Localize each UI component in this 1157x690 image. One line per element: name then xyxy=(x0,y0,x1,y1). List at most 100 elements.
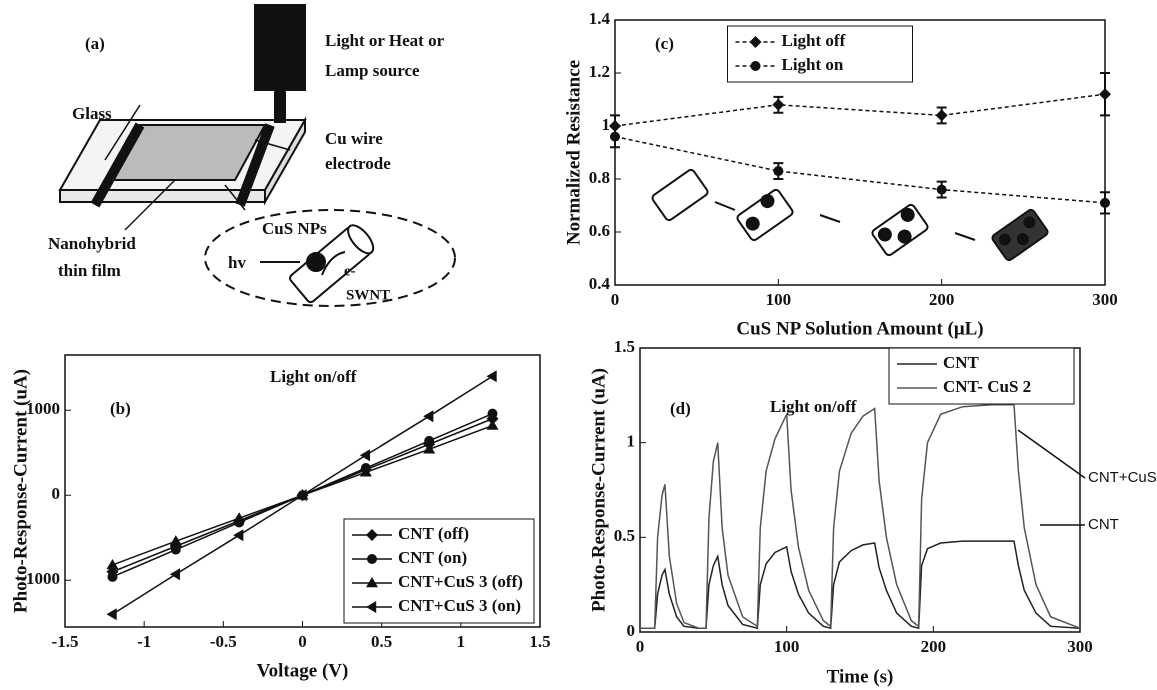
pointer xyxy=(124,179,176,231)
pointer xyxy=(104,104,141,161)
plot-frame xyxy=(639,347,1081,633)
x-tick-label: 1.5 xyxy=(529,632,550,651)
pointer xyxy=(254,139,291,151)
legend-label: Light on xyxy=(782,55,844,74)
marker xyxy=(486,370,497,383)
marker xyxy=(106,558,119,570)
diagram-text: SWNT xyxy=(346,287,390,303)
diagram-text: Lamp source xyxy=(325,61,420,80)
marker xyxy=(107,571,118,582)
y-tick-label: 0.6 xyxy=(589,221,610,240)
y-tick-label: 1 xyxy=(627,432,636,451)
y-tick-label: 1.4 xyxy=(589,9,611,28)
legend-label: CNT (off) xyxy=(398,524,469,543)
y-tick-label: 1.2 xyxy=(589,62,610,81)
nanoparticle xyxy=(306,252,326,272)
marker xyxy=(424,435,435,446)
electrode-left xyxy=(90,122,145,208)
marker xyxy=(1099,88,1111,101)
series-line xyxy=(614,93,1106,127)
x-axis-label: CuS NP Solution Amount (μL) xyxy=(736,318,983,339)
marker xyxy=(1100,197,1110,208)
y-tick-label: 0.4 xyxy=(589,274,611,293)
nanotube xyxy=(289,224,375,304)
x-tick-label: 1 xyxy=(457,632,466,651)
plot-frame xyxy=(614,19,1106,286)
x-tick-label: 200 xyxy=(929,290,955,309)
marker xyxy=(359,449,371,462)
y-tick-label: 1 xyxy=(602,115,611,134)
x-tick-label: 200 xyxy=(921,637,947,656)
marker xyxy=(366,529,378,541)
x-tick-label: 100 xyxy=(766,290,792,309)
x-tick-label: 0.5 xyxy=(371,632,392,651)
x-tick-label: 0 xyxy=(611,290,620,309)
annotation: Light on/off xyxy=(770,397,857,416)
x-tick-label: -1.5 xyxy=(52,632,79,651)
diagram-text: Glass xyxy=(72,104,112,123)
x-axis-label: Voltage (V) xyxy=(257,660,349,681)
marker xyxy=(233,529,244,542)
y-tick-label: 0.5 xyxy=(614,526,635,545)
legend-label: CNT xyxy=(943,353,980,372)
diagram-text: thin film xyxy=(58,261,121,280)
x-axis-label: Time (s) xyxy=(827,666,894,687)
marker xyxy=(610,131,620,142)
lamp-nozzle xyxy=(274,89,286,123)
annotation-arrow xyxy=(1017,429,1086,526)
marker xyxy=(296,489,307,502)
diagram-text: electrode xyxy=(325,154,391,173)
pointer xyxy=(224,184,246,211)
legend-box xyxy=(888,347,1075,405)
x-tick-label: 100 xyxy=(774,637,800,656)
y-axis-label: Normalized Resistance xyxy=(563,60,584,245)
annotation: CNT xyxy=(1088,516,1119,533)
diagram-text: e- xyxy=(344,263,356,279)
marker xyxy=(169,568,181,581)
panel-label: (b) xyxy=(110,399,131,418)
y-tick-label: 1000 xyxy=(26,399,60,418)
legend-label: CNT- CuS 2 xyxy=(943,377,1031,396)
diagram-text: Nanohybrid xyxy=(48,234,136,253)
series-line xyxy=(640,540,1081,630)
electrode-right xyxy=(235,123,275,207)
marker xyxy=(169,535,182,546)
y-axis-label: Photo-Response-Current (uA) xyxy=(588,368,609,612)
legend-label: CNT (on) xyxy=(398,548,467,567)
diagram-text: hv xyxy=(228,253,246,272)
marker xyxy=(106,608,117,621)
series-line xyxy=(614,135,1106,204)
marker xyxy=(772,98,785,111)
y-tick-label: -1000 xyxy=(20,569,60,588)
marker xyxy=(486,419,499,430)
y-tick-label: 0.8 xyxy=(589,168,610,187)
tube-sketches xyxy=(651,168,1049,262)
marker xyxy=(366,577,378,588)
electron-arrow xyxy=(321,251,346,276)
y-tick-label: 0 xyxy=(52,484,61,503)
zoom-ellipse xyxy=(204,209,456,307)
panel-label: (a) xyxy=(85,34,105,53)
marker xyxy=(170,544,181,555)
legend-label: CNT+CuS 3 (off) xyxy=(398,572,523,591)
diagram xyxy=(58,4,456,307)
legend-label: Light off xyxy=(782,31,846,50)
y-axis-label: Photo-Response-Current (uA) xyxy=(10,369,31,613)
marker xyxy=(233,512,246,523)
x-tick-label: 300 xyxy=(1092,290,1118,309)
diagram-text: CuS NPs xyxy=(262,219,327,238)
lamp xyxy=(254,4,306,91)
y-tick-label: 1.5 xyxy=(614,337,635,356)
annotation: CNT+CuS xyxy=(1088,469,1157,486)
diagram-text: Light or Heat or xyxy=(325,31,445,50)
x-tick-label: -1 xyxy=(137,632,151,651)
x-tick-label: 0 xyxy=(636,637,645,656)
marker xyxy=(366,601,377,613)
marker xyxy=(935,109,948,122)
x-tick-label: 0 xyxy=(298,632,307,651)
annotation: Light on/off xyxy=(270,367,357,386)
marker xyxy=(359,466,372,477)
marker xyxy=(749,36,762,48)
marker xyxy=(367,554,377,564)
